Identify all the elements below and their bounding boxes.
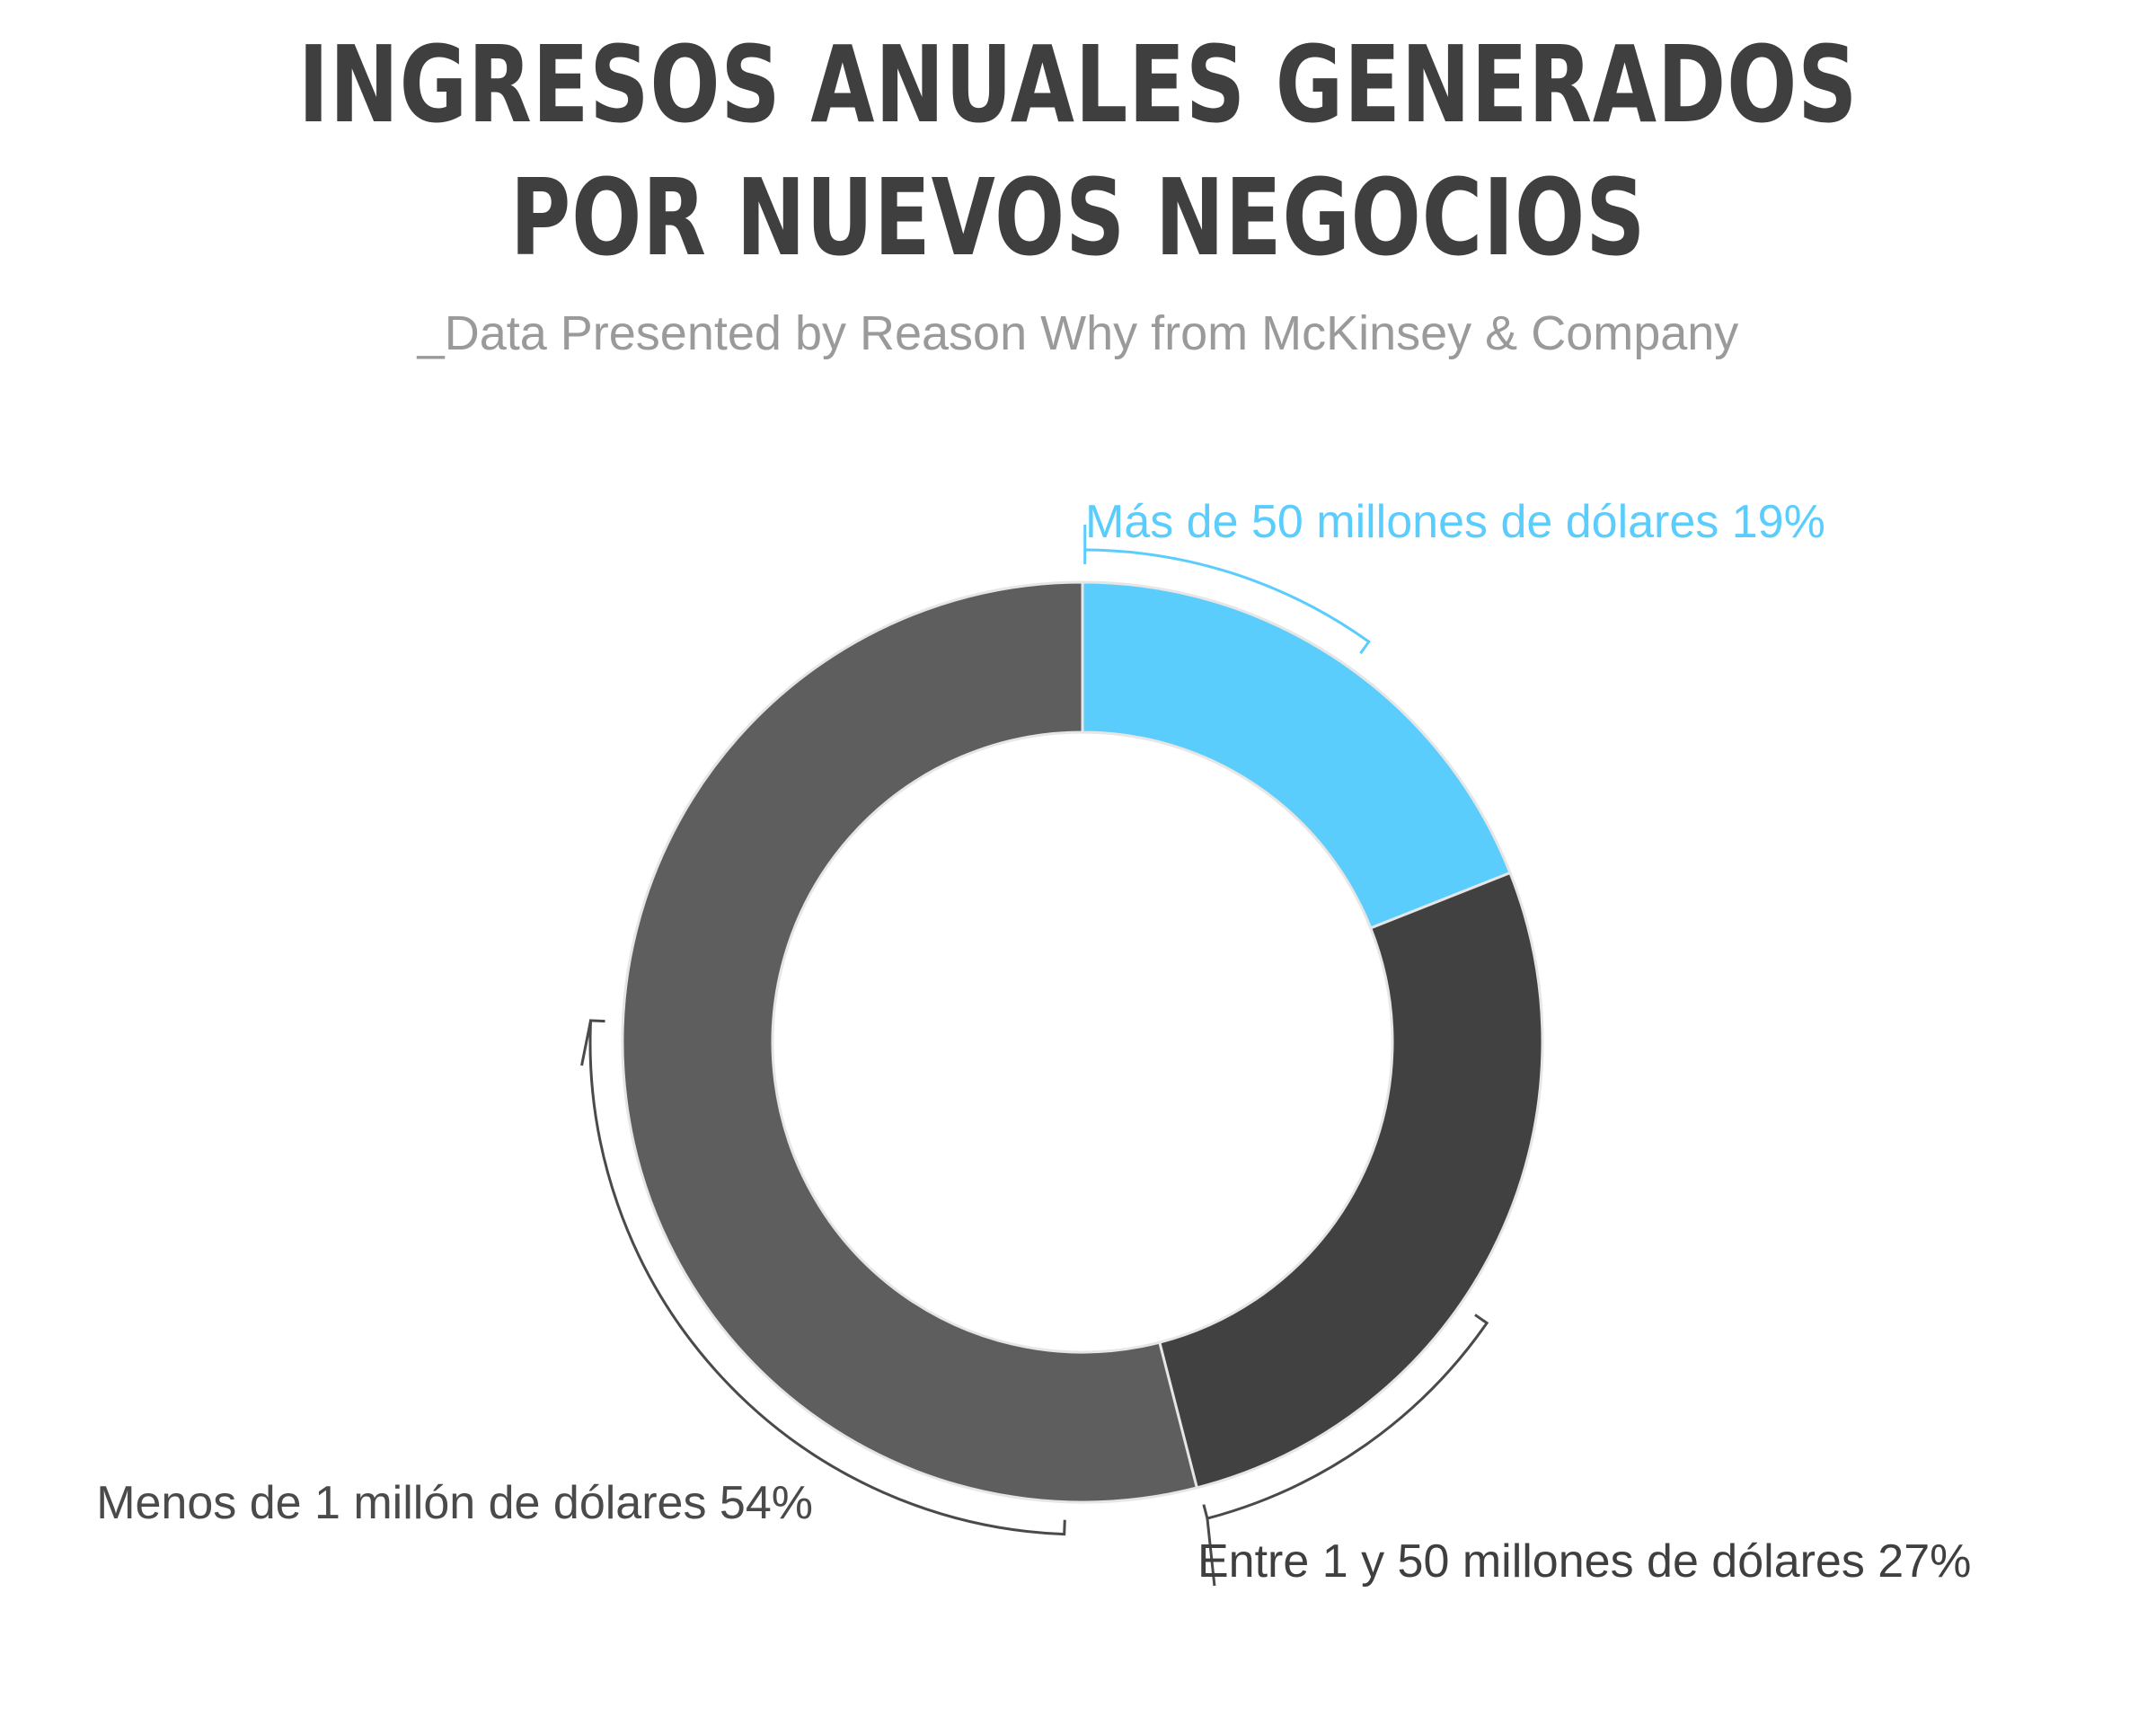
label-leader-line: [1206, 1517, 1216, 1587]
slice-label: Menos de 1 millón de dólares 54%: [96, 1477, 813, 1529]
slice-label: Entre 1 y 50 millones de dólares 27%: [1197, 1535, 1971, 1588]
slice-label: Más de 50 millones de dólares 19%: [1085, 496, 1825, 548]
chart-subtitle: _Data Presented by Reason Why from McKin…: [417, 306, 1739, 360]
chart-title: INGRESOS ANUALES GENERADOS POR NUEVOS NE…: [297, 22, 1859, 279]
donut-slice: [1157, 871, 1544, 1490]
donut-slice: [1081, 580, 1512, 930]
slice-bracket: [588, 1019, 1066, 1536]
donut-slice: [621, 580, 1199, 1504]
label-leader-line: [580, 1020, 593, 1066]
slice-bracket: [1202, 1314, 1489, 1520]
slice-bracket: [1083, 548, 1371, 655]
